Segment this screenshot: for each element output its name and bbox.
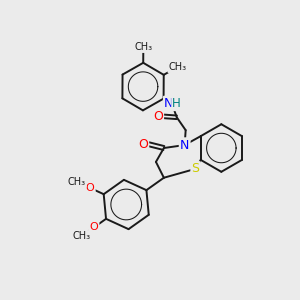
Text: O: O [153, 110, 163, 123]
Text: O: O [89, 222, 98, 233]
Text: O: O [138, 138, 148, 151]
Text: O: O [86, 183, 94, 193]
Text: N: N [164, 97, 173, 110]
Text: CH₃: CH₃ [73, 231, 91, 241]
Text: CH₃: CH₃ [169, 62, 187, 72]
Text: CH₃: CH₃ [134, 42, 152, 52]
Text: H: H [172, 97, 181, 110]
Text: N: N [180, 139, 189, 152]
Text: S: S [192, 162, 200, 175]
Text: CH₃: CH₃ [68, 177, 86, 187]
